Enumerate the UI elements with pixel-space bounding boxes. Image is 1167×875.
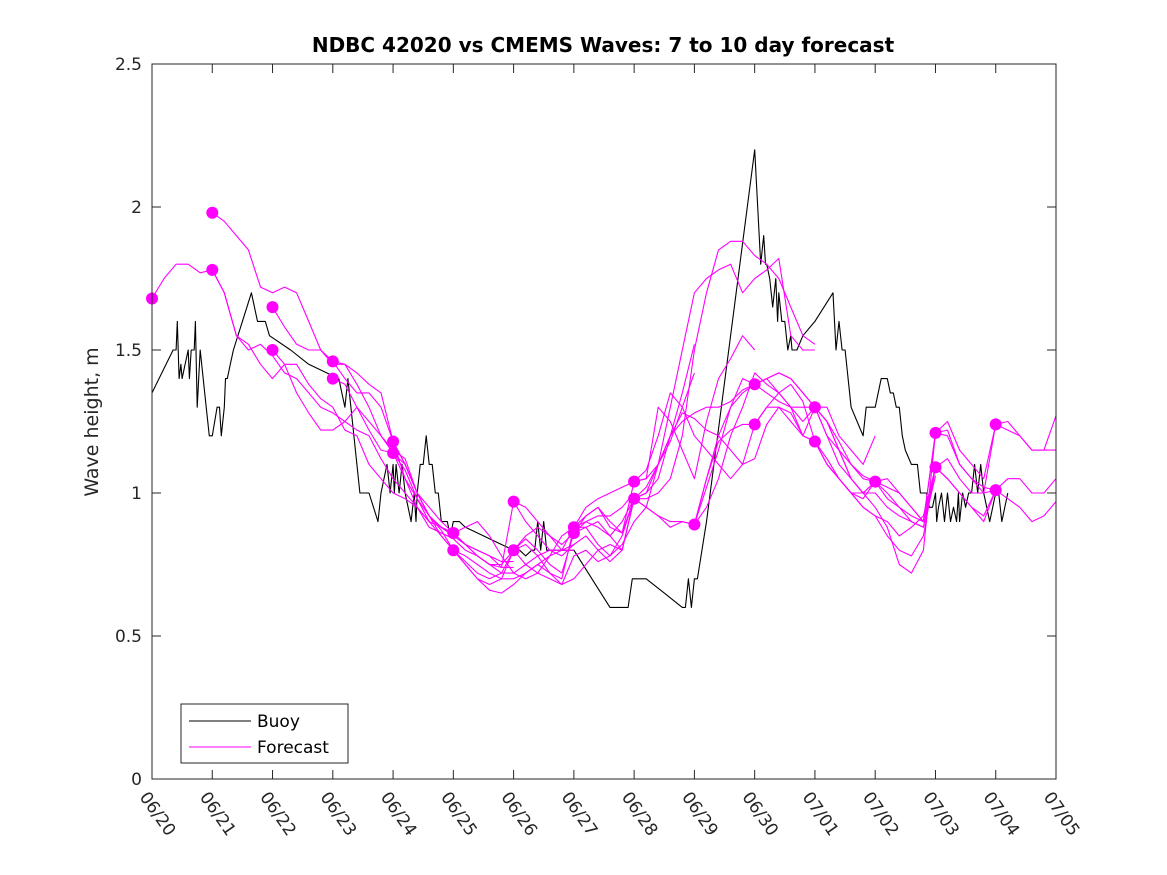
y-tick-label: 1	[131, 484, 142, 504]
legend: Buoy Forecast	[180, 703, 349, 764]
y-axis-label: Wave height, m	[81, 347, 103, 496]
y-tick-label: 0.5	[115, 627, 142, 647]
forecast-start-marker	[507, 495, 520, 508]
forecast-start-marker	[808, 435, 821, 448]
forecast-start-marker	[808, 401, 821, 414]
forecast-start-marker	[989, 418, 1002, 431]
forecast-series-line-5	[272, 349, 575, 580]
forecast-start-marker	[206, 263, 219, 276]
forecast-series-line-20	[754, 372, 1056, 523]
legend-box	[180, 703, 349, 764]
marker-layer	[146, 206, 1002, 557]
forecast-series-line-1	[151, 263, 454, 537]
forecast-start-marker	[869, 475, 882, 488]
y-tick-label: 2.5	[115, 55, 142, 75]
forecast-start-marker	[688, 518, 701, 531]
forecast-series-line-11	[452, 412, 756, 586]
forecast-start-marker	[266, 344, 279, 356]
forecast-start-marker	[567, 527, 580, 539]
axes-frame	[151, 63, 1057, 780]
forecast-start-marker	[387, 435, 400, 448]
forecast-start-marker	[989, 484, 1002, 497]
forecast-start-marker	[929, 426, 942, 439]
forecast-series-line-18	[693, 378, 996, 525]
forecast-start-marker	[447, 527, 460, 539]
forecast-start-marker	[387, 447, 400, 459]
y-tick-label: 2	[131, 198, 142, 218]
forecast-series-line-13	[513, 257, 815, 586]
forecast-start-marker	[326, 355, 339, 368]
forecast-series-line-16	[633, 392, 937, 528]
buoy-series-line	[151, 149, 1009, 608]
forecast-start-marker	[748, 378, 761, 391]
forecast-start-marker	[447, 544, 460, 557]
forecast-start-marker	[929, 461, 942, 474]
plot-background	[152, 64, 1056, 779]
forecast-start-marker	[326, 372, 339, 385]
forecast-start-marker	[748, 418, 761, 431]
chart-title: NDBC 42020 vs CMEMS Waves: 7 to 10 day f…	[312, 33, 895, 57]
forecast-start-marker	[628, 492, 641, 505]
plot-area	[152, 64, 1056, 779]
forecast-start-marker	[507, 544, 520, 557]
forecast-series-line-17	[633, 372, 937, 528]
y-tick-label: 1.5	[115, 341, 142, 361]
legend-forecast-label: Forecast	[257, 738, 329, 758]
forecast-start-marker	[266, 301, 279, 314]
y-tick-label: 0	[131, 770, 142, 790]
legend-buoy-label: Buoy	[257, 712, 300, 732]
forecast-series-line-21	[754, 383, 1057, 537]
forecast-series-line-7	[332, 378, 635, 594]
forecast-series-line-12	[513, 240, 816, 563]
forecast-series-line-3	[211, 269, 514, 568]
forecast-start-marker	[628, 475, 641, 488]
forecast-series-line-6	[332, 360, 635, 580]
series-layer	[151, 149, 1057, 608]
forecast-start-marker	[206, 206, 219, 219]
forecast-series-line-15	[573, 378, 876, 551]
forecast-series-line-10	[452, 335, 756, 568]
